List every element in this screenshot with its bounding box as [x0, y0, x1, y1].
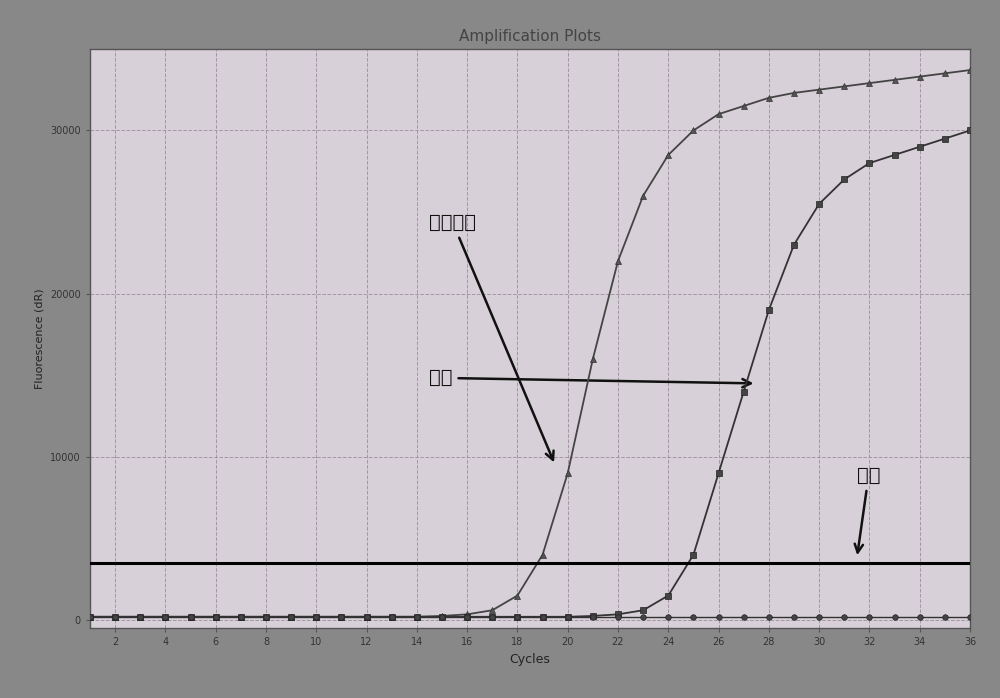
Text: 阳性: 阳性 — [429, 369, 751, 387]
Text: 阳性对照: 阳性对照 — [429, 214, 554, 460]
Text: 阴性: 阴性 — [855, 466, 880, 553]
Title: Amplification Plots: Amplification Plots — [459, 29, 601, 43]
Y-axis label: Fluorescence (dR): Fluorescence (dR) — [35, 288, 45, 389]
X-axis label: Cycles: Cycles — [510, 653, 550, 666]
